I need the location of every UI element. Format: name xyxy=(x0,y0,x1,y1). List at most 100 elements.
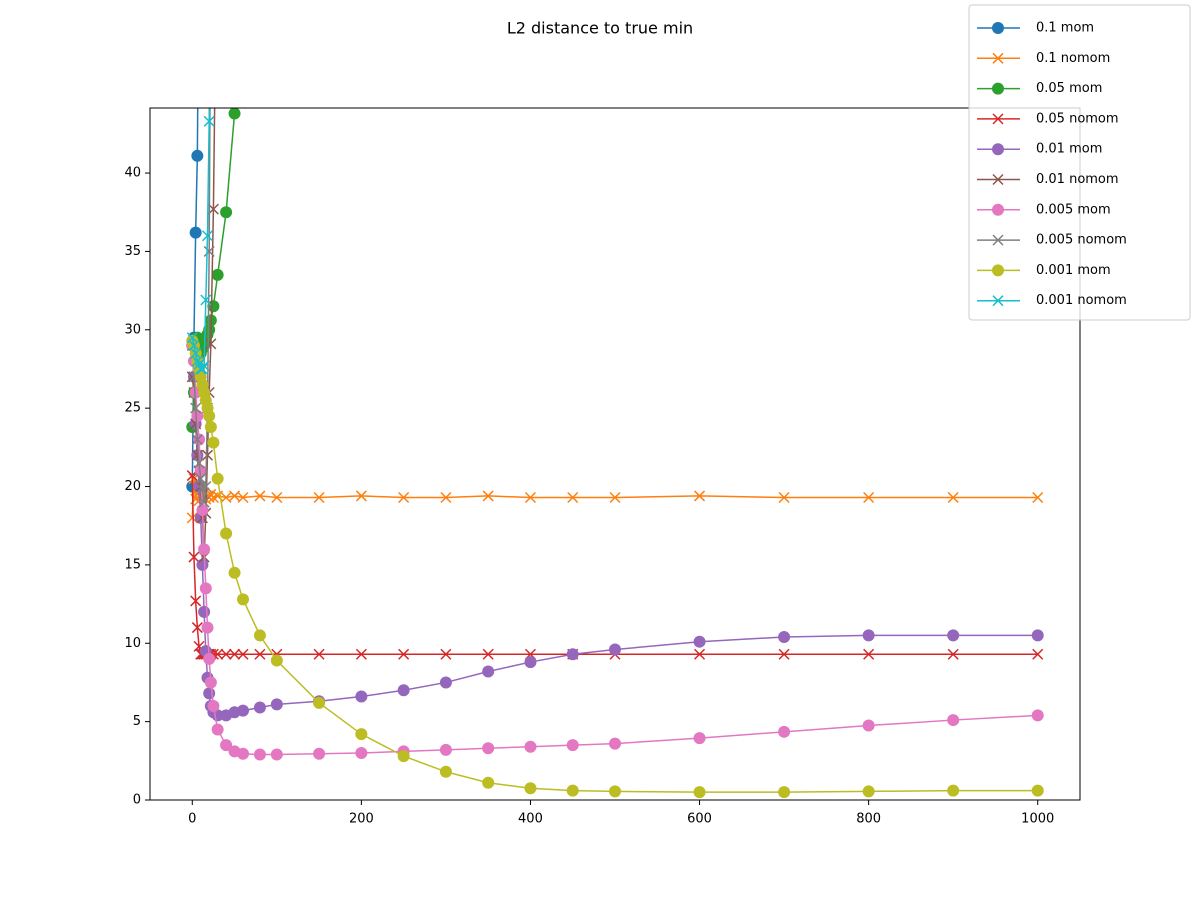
marker xyxy=(863,491,875,504)
marker xyxy=(237,491,249,504)
y-tick-label: 25 xyxy=(124,401,141,416)
marker xyxy=(693,635,706,648)
marker xyxy=(992,52,1004,64)
marker xyxy=(693,732,706,745)
legend-label: 0.005 mom xyxy=(1036,202,1111,217)
marker xyxy=(201,230,214,242)
marker xyxy=(947,629,960,642)
marker xyxy=(189,386,202,399)
marker xyxy=(1031,629,1044,642)
marker xyxy=(1031,784,1044,797)
marker xyxy=(228,108,241,120)
marker xyxy=(566,784,579,797)
legend-label: 0.001 nomom xyxy=(1036,293,1127,308)
marker xyxy=(1032,491,1044,504)
marker xyxy=(211,268,224,281)
marker xyxy=(482,742,495,755)
marker xyxy=(992,22,1004,34)
marker xyxy=(191,355,203,367)
marker xyxy=(237,704,249,717)
marker xyxy=(566,739,579,752)
marker xyxy=(524,740,537,753)
legend-label: 0.01 mom xyxy=(1036,142,1102,157)
marker xyxy=(229,490,241,502)
marker xyxy=(566,648,579,661)
marker xyxy=(440,648,452,660)
marker xyxy=(190,595,202,607)
legend-label: 0.005 nomom xyxy=(1036,233,1127,248)
marker xyxy=(992,173,1004,186)
marker xyxy=(313,696,326,709)
marker xyxy=(693,786,706,799)
marker xyxy=(778,725,791,738)
legend-label: 0.05 nomom xyxy=(1036,111,1119,126)
marker xyxy=(397,684,410,697)
marker xyxy=(211,723,224,736)
marker xyxy=(198,543,211,556)
y-tick-label: 15 xyxy=(124,557,141,572)
marker xyxy=(992,82,1004,95)
marker xyxy=(947,491,959,504)
marker xyxy=(211,472,224,485)
marker xyxy=(992,143,1004,156)
marker xyxy=(992,234,1004,246)
marker xyxy=(270,698,283,711)
marker xyxy=(778,630,791,643)
marker xyxy=(440,491,452,504)
series-line xyxy=(191,345,1038,756)
y-tick-label: 5 xyxy=(133,714,141,729)
marker xyxy=(397,750,410,763)
marker xyxy=(193,457,205,469)
marker xyxy=(188,551,200,563)
marker xyxy=(609,491,621,504)
marker xyxy=(482,490,494,502)
legend: 0.1 mom 0.1 nomom 0.05 mom 0.05 nomom 0.01 m… xyxy=(968,4,1191,321)
marker xyxy=(355,648,367,660)
marker xyxy=(355,690,368,703)
plot-area xyxy=(186,108,1044,799)
marker xyxy=(947,784,960,797)
x-tick-label: 800 xyxy=(856,812,881,827)
marker xyxy=(270,654,283,667)
marker xyxy=(694,490,706,502)
marker xyxy=(253,629,266,642)
marker xyxy=(355,728,368,741)
marker xyxy=(778,491,790,504)
marker xyxy=(196,363,208,375)
legend-label: 0.01 nomom xyxy=(1036,172,1119,187)
marker xyxy=(992,113,1004,125)
marker xyxy=(191,149,204,162)
marker xyxy=(191,433,203,446)
marker xyxy=(198,360,210,372)
y-tick-label: 35 xyxy=(124,244,141,259)
marker xyxy=(200,480,212,493)
x-tick-label: 600 xyxy=(687,812,712,827)
marker xyxy=(270,748,283,761)
marker xyxy=(992,295,1004,307)
marker xyxy=(207,300,220,313)
y-tick-label: 20 xyxy=(124,479,141,494)
marker xyxy=(189,226,202,239)
marker xyxy=(199,582,212,595)
y-tick-label: 30 xyxy=(124,322,141,337)
x-tick-label: 1000 xyxy=(1021,812,1054,827)
marker xyxy=(204,676,217,689)
marker xyxy=(254,648,266,660)
marker xyxy=(778,648,790,660)
marker xyxy=(947,714,960,727)
marker xyxy=(220,491,232,504)
x-tick-label: 400 xyxy=(518,812,543,827)
marker xyxy=(947,648,959,660)
axes-frame xyxy=(149,107,1081,801)
marker xyxy=(992,264,1004,277)
marker xyxy=(186,512,198,524)
marker xyxy=(524,782,537,795)
x-tick-label: 200 xyxy=(349,812,374,827)
marker xyxy=(237,747,249,760)
marker xyxy=(254,490,266,502)
marker xyxy=(203,115,215,127)
marker xyxy=(524,491,536,504)
marker xyxy=(862,785,875,798)
marker xyxy=(198,605,211,618)
